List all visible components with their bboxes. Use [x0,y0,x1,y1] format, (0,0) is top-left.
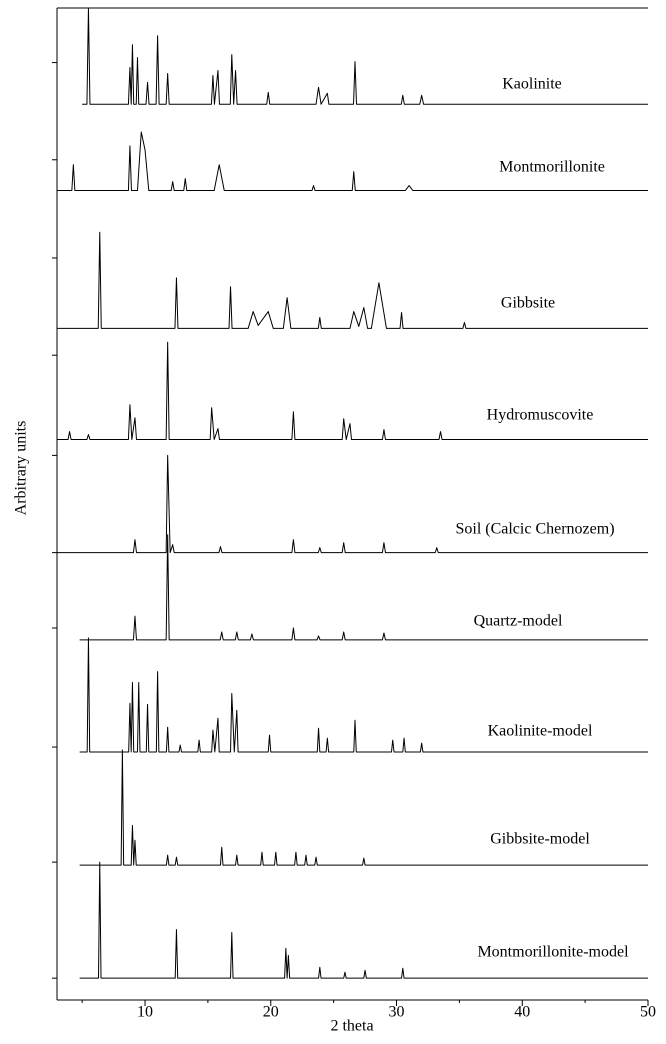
pattern-line [79,534,648,641]
pattern-label: Montmorillonite [499,159,605,176]
pattern-label: Quartz-model [474,613,563,630]
pattern-line [57,131,648,192]
pattern-line [79,637,648,753]
pattern-line [57,231,648,329]
pattern-line [57,341,648,441]
pattern-label: Gibbsite [501,295,555,312]
pattern-line [79,861,648,979]
pattern-label: Gibbsite-model [490,831,590,848]
pattern-label: Hydromuscovite [487,407,594,424]
pattern-line [79,749,648,866]
x-tick-label: 10 [137,1004,153,1021]
pattern-label: Kaolinite-model [488,723,593,740]
pattern-label: Soil (Calcic Chernozem) [455,521,614,538]
x-tick-label: 20 [263,1004,279,1021]
pattern-line [82,7,648,105]
y-axis-label: Arbitrary units [13,421,30,516]
pattern-line [57,454,648,554]
x-tick-label: 50 [640,1004,656,1021]
x-tick-label: 30 [389,1004,405,1021]
pattern-label: Kaolinite [502,76,562,93]
x-axis-label: 2 theta [330,1018,373,1035]
pattern-label: Montmorillonite-model [477,944,629,961]
x-tick-label: 40 [514,1004,530,1021]
